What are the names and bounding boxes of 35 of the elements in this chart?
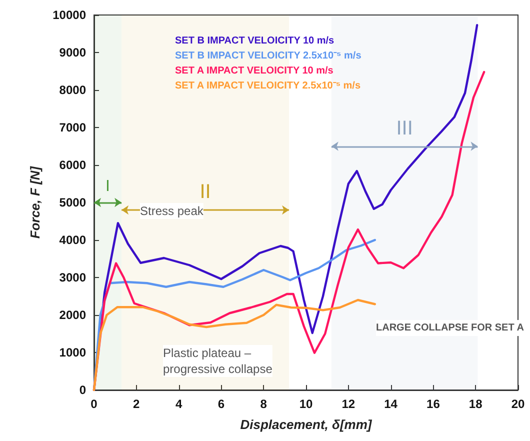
x-tick-label: 14: [384, 397, 398, 411]
x-tick-label: 8: [260, 397, 268, 411]
x-tick-label: 16: [426, 397, 440, 411]
x-tick-label: 20: [511, 397, 525, 411]
band-label: II: [200, 181, 211, 203]
x-axis-title: Displacement, δ[mm]: [240, 417, 372, 432]
annotation: Stress peak: [140, 204, 204, 218]
y-axis-title: Force, F [N]: [28, 166, 43, 239]
x-tick-label: 2: [133, 397, 140, 411]
band-label: I: [106, 178, 110, 195]
x-tick-label: 6: [218, 397, 225, 411]
text: SET A IMPACT VELOICITY 2.5x10⁻⁵ m/s: [175, 80, 361, 92]
y-tick-label: 4000: [59, 233, 86, 247]
x-tick-label: 18: [468, 397, 483, 411]
line-series: [92, 298, 376, 392]
y-tick-label: 10000: [52, 8, 86, 22]
y-tick-label: 2000: [59, 308, 86, 322]
x-tick-label: 12: [342, 397, 356, 411]
y-tick-label: 9000: [59, 46, 86, 60]
text: SET B IMPACT VELOICITY 10 m/s: [175, 36, 335, 46]
x-tick-label: 10: [299, 397, 313, 411]
y-tick-label: 1000: [59, 346, 86, 360]
y-tick-label: 8000: [59, 83, 86, 97]
y-tick-label: 0: [79, 383, 86, 397]
band-label: III: [396, 117, 413, 140]
y-tick-label: 7000: [59, 120, 86, 134]
y-tick-label: 6000: [59, 158, 86, 172]
y-tick-label: 3000: [59, 270, 86, 284]
text: SET A IMPACT VELOICITY 10 m/s: [175, 66, 334, 76]
x-tick-label: 4: [175, 397, 182, 411]
annotation: LARGE COLLAPSE FOR SET A: [376, 322, 524, 334]
y-tick-label: 5000: [59, 196, 86, 210]
x-tick-label: 0: [90, 397, 98, 411]
text: SET B IMPACT VELOICITY 2.5x10⁻⁵ m/s: [175, 50, 362, 62]
annotation: Plastic plateau – progressive collapse: [163, 346, 273, 376]
